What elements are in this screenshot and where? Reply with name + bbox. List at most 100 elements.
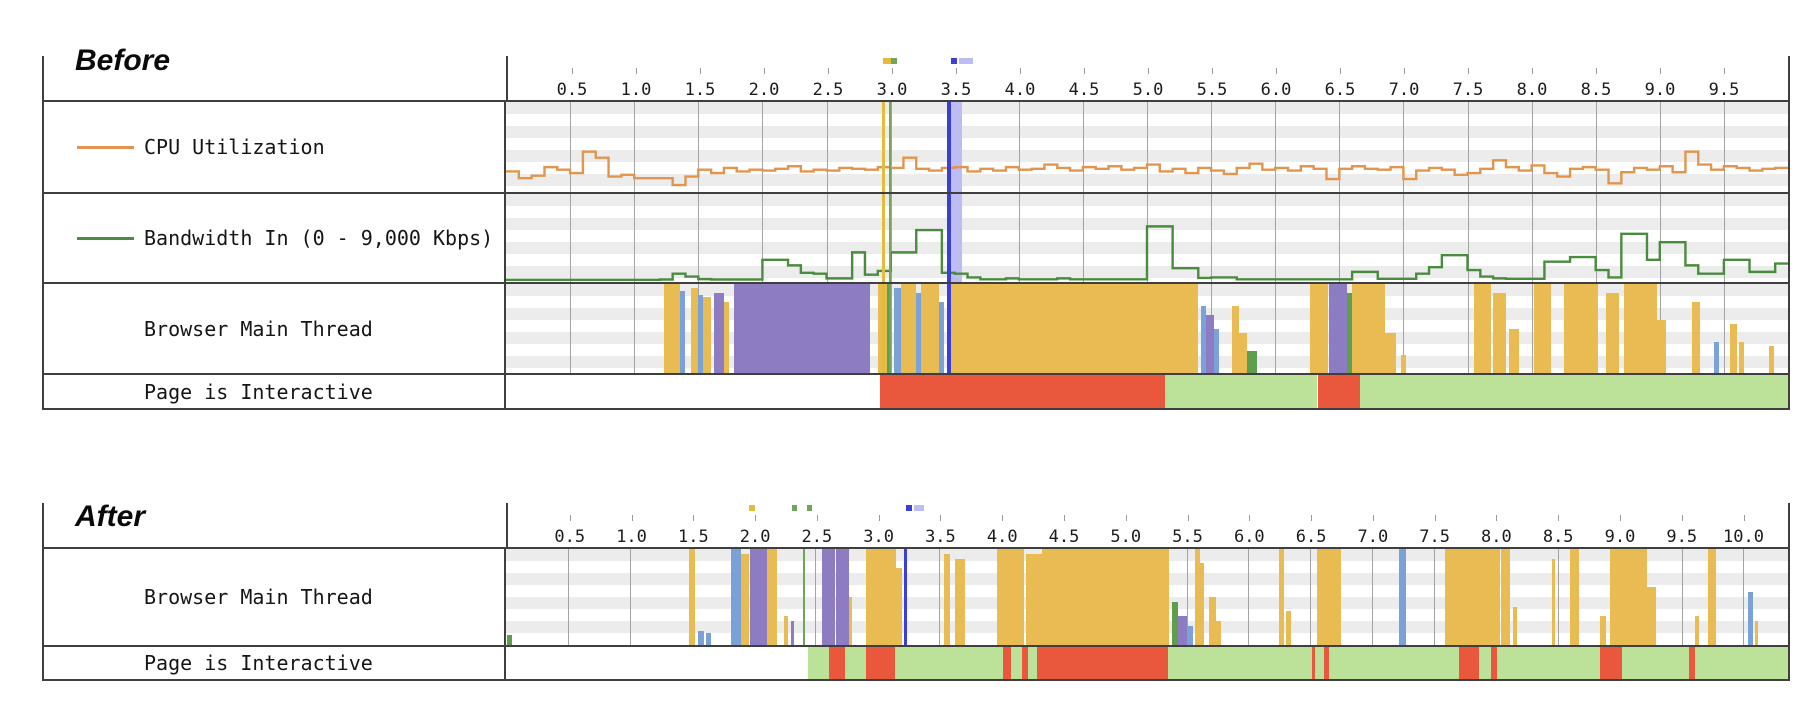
thread-activity-segment [1500, 549, 1510, 645]
after-browser-main-thread-row: Browser Main Thread [44, 549, 1788, 645]
after-axis-spacer [44, 503, 508, 547]
after-browser-main-thread-label: Browser Main Thread [144, 585, 373, 609]
axis-tick [1743, 515, 1745, 521]
thread-activity-segment [698, 294, 704, 373]
thread-activity-segment [944, 553, 951, 645]
marker-line [881, 284, 885, 373]
event-marker [950, 58, 957, 64]
axis-tick [1434, 515, 1436, 521]
cpu-utilization-label-cell: CPU Utilization [44, 102, 506, 192]
grid-line [1403, 194, 1405, 282]
thread-activity-segment [1200, 563, 1204, 645]
thread-activity-segment [1279, 549, 1285, 645]
thread-activity-segment [706, 633, 712, 645]
grid-line [1659, 102, 1661, 192]
grid-line [1531, 194, 1533, 282]
thread-activity-segment [1707, 549, 1717, 645]
interactive-segment [1328, 647, 1459, 679]
marker-line [947, 194, 951, 282]
event-marker [883, 58, 892, 64]
after-chart-table: Browser Main Thread Page is Interactive [42, 547, 1790, 681]
after-page-is-interactive-row: Page is Interactive [44, 645, 1788, 679]
axis-tick [892, 68, 893, 74]
thread-activity-segment [713, 292, 724, 373]
grid-line [634, 194, 636, 282]
thread-activity-segment [921, 284, 940, 373]
interactive-segment [807, 647, 829, 679]
axis-tick-label: 9.0 [1644, 80, 1676, 100]
thread-activity-segment [1231, 306, 1240, 373]
interactive-segment [1010, 647, 1022, 679]
axis-tick-label: 1.5 [677, 527, 709, 547]
grid-line [1082, 194, 1084, 282]
marker-line [889, 284, 892, 373]
axis-tick [1372, 515, 1374, 521]
thread-activity-segment [1239, 332, 1247, 373]
cpu-line-chart [506, 102, 1788, 192]
thread-activity-segment [697, 630, 704, 645]
axis-tick [1558, 515, 1560, 521]
axis-tick-label: 6.5 [1324, 80, 1356, 100]
before-title: Before [75, 44, 171, 77]
grid-line [1723, 194, 1725, 282]
thread-activity-segment [1599, 616, 1607, 645]
axis-tick [956, 68, 957, 74]
grid-line [939, 549, 941, 645]
thread-activity-segment [1205, 315, 1214, 373]
interactive-segment [1458, 647, 1479, 679]
interactive-segment [1599, 647, 1623, 679]
cpu-line-swatch [77, 145, 134, 149]
grid-line [1275, 194, 1277, 282]
thread-activity-segment [1768, 346, 1774, 373]
axis-tick [1724, 68, 1725, 74]
before-browser-main-thread-label: Browser Main Thread [144, 316, 373, 341]
thread-activity-segment [731, 549, 742, 645]
thread-activity-segment [1385, 332, 1396, 373]
thread-activity-segment [734, 284, 871, 373]
axis-tick [1468, 68, 1469, 74]
grid-line [1434, 549, 1436, 645]
grid-line [1147, 102, 1148, 192]
interactive-segment [1622, 647, 1689, 679]
grid-line [1248, 549, 1250, 645]
after-page-is-interactive-label-cell: Page is Interactive [44, 647, 506, 679]
thread-activity-segment [1445, 549, 1500, 645]
thread-activity-segment [1352, 284, 1386, 373]
axis-tick [572, 68, 573, 74]
thread-activity-segment [1041, 549, 1170, 645]
event-marker [792, 505, 798, 511]
axis-tick [1660, 68, 1661, 74]
axis-tick-label: 9.5 [1666, 527, 1698, 547]
axis-tick [1148, 68, 1149, 74]
axis-tick-label: 9.0 [1604, 527, 1636, 547]
thread-activity-segment [749, 549, 768, 645]
grid-line [1595, 194, 1597, 282]
axis-tick-label: 3.0 [863, 527, 895, 547]
thread-activity-segment [1399, 549, 1406, 645]
thread-activity-segment [836, 549, 849, 645]
marker-line [889, 194, 892, 282]
thread-activity-segment [895, 568, 902, 645]
axis-tick-label: 3.0 [876, 80, 908, 100]
thread-activity-segment [886, 284, 890, 373]
after-title: After [75, 500, 146, 533]
grid-line [1467, 284, 1469, 373]
after-page-is-interactive-label: Page is Interactive [144, 651, 373, 675]
axis-tick [816, 515, 818, 521]
thread-activity-segment [1186, 625, 1193, 645]
thread-activity-segment [1213, 328, 1219, 373]
grid-line [762, 194, 764, 282]
thread-activity-segment [690, 287, 699, 373]
interactive-segment [1003, 647, 1011, 679]
axis-tick [1596, 68, 1597, 74]
axis-tick-label: 7.5 [1452, 80, 1484, 100]
thread-activity-segment [1748, 592, 1754, 645]
thread-activity-segment [948, 284, 1199, 373]
event-marker [958, 58, 973, 64]
grid-line [826, 102, 828, 192]
thread-activity-segment [767, 549, 777, 645]
before-browser-main-thread-label-cell: Browser Main Thread [44, 284, 506, 373]
bandwidth-in-label-cell: Bandwidth In (0 - 9,000 Kbps) [44, 194, 506, 282]
grid-line [1467, 194, 1469, 282]
axis-tick [1681, 515, 1683, 521]
